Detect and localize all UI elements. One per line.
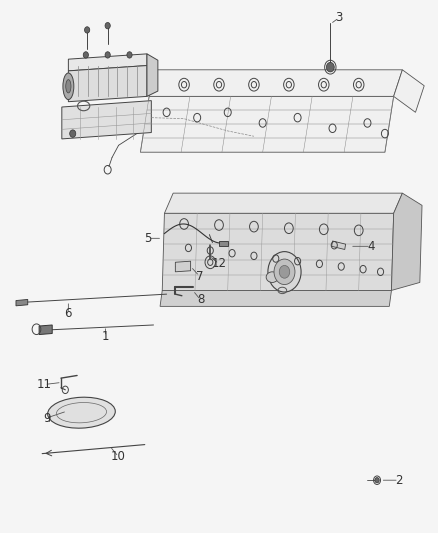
Text: 4: 4: [367, 240, 374, 253]
Text: 1: 1: [102, 330, 109, 343]
Text: 6: 6: [65, 307, 72, 320]
Polygon shape: [62, 101, 151, 139]
Circle shape: [70, 130, 76, 138]
Polygon shape: [68, 54, 147, 71]
Polygon shape: [392, 193, 422, 290]
Ellipse shape: [63, 73, 74, 100]
Circle shape: [83, 52, 88, 58]
Ellipse shape: [266, 272, 279, 282]
Text: 9: 9: [43, 411, 50, 424]
Circle shape: [105, 52, 110, 58]
Polygon shape: [162, 213, 394, 290]
Ellipse shape: [66, 79, 71, 93]
Polygon shape: [164, 193, 403, 213]
Text: 7: 7: [196, 270, 203, 282]
Polygon shape: [39, 325, 52, 335]
Polygon shape: [394, 70, 424, 112]
Polygon shape: [149, 70, 403, 96]
Circle shape: [268, 252, 301, 292]
Text: 8: 8: [197, 294, 205, 306]
Text: 12: 12: [212, 257, 226, 270]
Text: 11: 11: [37, 378, 52, 391]
Text: 5: 5: [145, 232, 152, 245]
Circle shape: [127, 52, 132, 58]
Polygon shape: [16, 300, 28, 306]
Polygon shape: [175, 261, 191, 272]
Text: 2: 2: [395, 474, 403, 487]
Polygon shape: [219, 241, 228, 246]
Text: 10: 10: [111, 450, 126, 463]
Circle shape: [85, 27, 90, 33]
Polygon shape: [332, 241, 346, 249]
Circle shape: [274, 259, 295, 285]
Circle shape: [279, 265, 290, 278]
Polygon shape: [160, 290, 392, 306]
Circle shape: [105, 22, 110, 29]
Circle shape: [326, 62, 334, 72]
Polygon shape: [141, 96, 394, 152]
Ellipse shape: [48, 397, 115, 428]
Polygon shape: [68, 66, 147, 102]
Polygon shape: [147, 54, 158, 96]
Text: 3: 3: [336, 11, 343, 24]
Circle shape: [375, 478, 379, 483]
